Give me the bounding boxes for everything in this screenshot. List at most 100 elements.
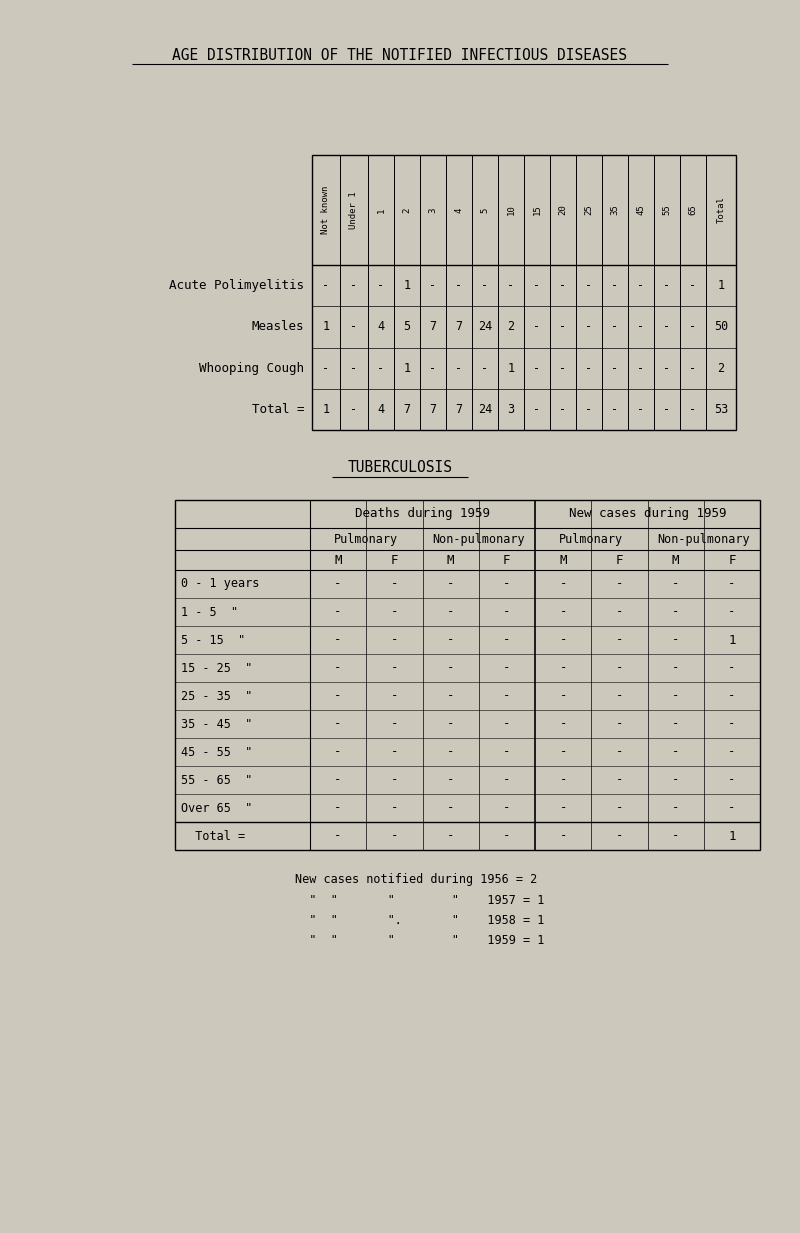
Text: -: - — [455, 279, 462, 292]
Text: "  "       "        "    1957 = 1: " " " " 1957 = 1 — [295, 894, 544, 906]
Text: 45: 45 — [637, 205, 646, 216]
Text: Whooping Cough: Whooping Cough — [199, 361, 304, 375]
Text: 1: 1 — [377, 207, 386, 212]
Text: -: - — [611, 403, 618, 416]
Text: -: - — [503, 689, 510, 703]
Text: -: - — [690, 361, 697, 375]
Text: -: - — [611, 279, 618, 292]
Text: -: - — [334, 746, 342, 758]
Text: -: - — [690, 279, 697, 292]
Text: -: - — [616, 830, 623, 842]
Text: -: - — [503, 718, 510, 730]
Text: -: - — [663, 403, 670, 416]
Text: -: - — [503, 577, 510, 591]
Text: -: - — [611, 361, 618, 375]
Text: 2: 2 — [718, 361, 725, 375]
Text: -: - — [728, 689, 736, 703]
Text: -: - — [482, 361, 489, 375]
Text: -: - — [616, 801, 623, 815]
Text: 1: 1 — [507, 361, 514, 375]
Text: -: - — [663, 321, 670, 333]
Text: -: - — [334, 577, 342, 591]
Text: -: - — [430, 279, 437, 292]
Text: -: - — [559, 361, 566, 375]
Text: -: - — [350, 361, 358, 375]
Text: -: - — [559, 746, 567, 758]
Text: -: - — [447, 718, 454, 730]
Text: 45 - 55  ": 45 - 55 " — [181, 746, 252, 758]
Text: -: - — [350, 403, 358, 416]
Text: Non-pulmonary: Non-pulmonary — [433, 533, 525, 545]
Text: -: - — [728, 773, 736, 787]
Text: -: - — [728, 746, 736, 758]
Text: -: - — [616, 689, 623, 703]
Text: -: - — [334, 718, 342, 730]
Text: -: - — [322, 279, 330, 292]
Text: 15 - 25  ": 15 - 25 " — [181, 661, 252, 674]
Text: 4: 4 — [378, 321, 385, 333]
Text: -: - — [322, 361, 330, 375]
Text: -: - — [728, 661, 736, 674]
Text: Total: Total — [717, 196, 726, 223]
Text: M: M — [672, 554, 679, 566]
Text: -: - — [534, 361, 541, 375]
Text: M: M — [559, 554, 567, 566]
Text: Measles: Measles — [251, 321, 304, 333]
Text: -: - — [390, 801, 398, 815]
Text: 7: 7 — [430, 403, 437, 416]
Text: 1: 1 — [403, 279, 410, 292]
Text: 3: 3 — [429, 207, 438, 212]
Text: 24: 24 — [478, 321, 492, 333]
Text: -: - — [616, 634, 623, 646]
Text: -: - — [503, 634, 510, 646]
Text: -: - — [430, 361, 437, 375]
Text: -: - — [378, 361, 385, 375]
Text: 2: 2 — [402, 207, 411, 212]
Text: -: - — [334, 801, 342, 815]
Text: -: - — [350, 321, 358, 333]
Text: -: - — [672, 634, 679, 646]
Text: -: - — [503, 605, 510, 619]
Text: -: - — [611, 321, 618, 333]
Text: -: - — [559, 577, 567, 591]
Text: 1: 1 — [728, 830, 736, 842]
Text: -: - — [672, 661, 679, 674]
Text: -: - — [447, 634, 454, 646]
Text: -: - — [586, 321, 593, 333]
Text: 5 - 15  ": 5 - 15 " — [181, 634, 245, 646]
Text: -: - — [447, 577, 454, 591]
Text: -: - — [559, 279, 566, 292]
Text: -: - — [559, 773, 567, 787]
Text: AGE DISTRIBUTION OF THE NOTIFIED INFECTIOUS DISEASES: AGE DISTRIBUTION OF THE NOTIFIED INFECTI… — [173, 48, 627, 63]
Text: -: - — [616, 773, 623, 787]
Text: 20: 20 — [558, 205, 567, 216]
Text: 55: 55 — [662, 205, 671, 216]
Text: 4: 4 — [378, 403, 385, 416]
Text: 15: 15 — [533, 205, 542, 216]
Text: -: - — [616, 661, 623, 674]
Text: Non-pulmonary: Non-pulmonary — [658, 533, 750, 545]
Text: -: - — [334, 661, 342, 674]
Text: -: - — [447, 661, 454, 674]
Text: 25: 25 — [585, 205, 594, 216]
Text: -: - — [482, 279, 489, 292]
Text: -: - — [663, 279, 670, 292]
Text: 35: 35 — [610, 205, 619, 216]
Text: 1: 1 — [322, 321, 330, 333]
Text: -: - — [638, 403, 645, 416]
Text: -: - — [672, 801, 679, 815]
Text: 25 - 35  ": 25 - 35 " — [181, 689, 252, 703]
Text: 10: 10 — [506, 205, 515, 216]
Text: 1 - 5  ": 1 - 5 " — [181, 605, 238, 619]
Text: -: - — [559, 661, 567, 674]
Text: -: - — [638, 279, 645, 292]
Text: -: - — [559, 689, 567, 703]
Text: -: - — [534, 321, 541, 333]
Text: 7: 7 — [430, 321, 437, 333]
Text: -: - — [638, 321, 645, 333]
Text: -: - — [390, 577, 398, 591]
Text: -: - — [447, 689, 454, 703]
Text: -: - — [503, 746, 510, 758]
Text: Pulmonary: Pulmonary — [559, 533, 623, 545]
Text: New cases during 1959: New cases during 1959 — [569, 508, 726, 520]
